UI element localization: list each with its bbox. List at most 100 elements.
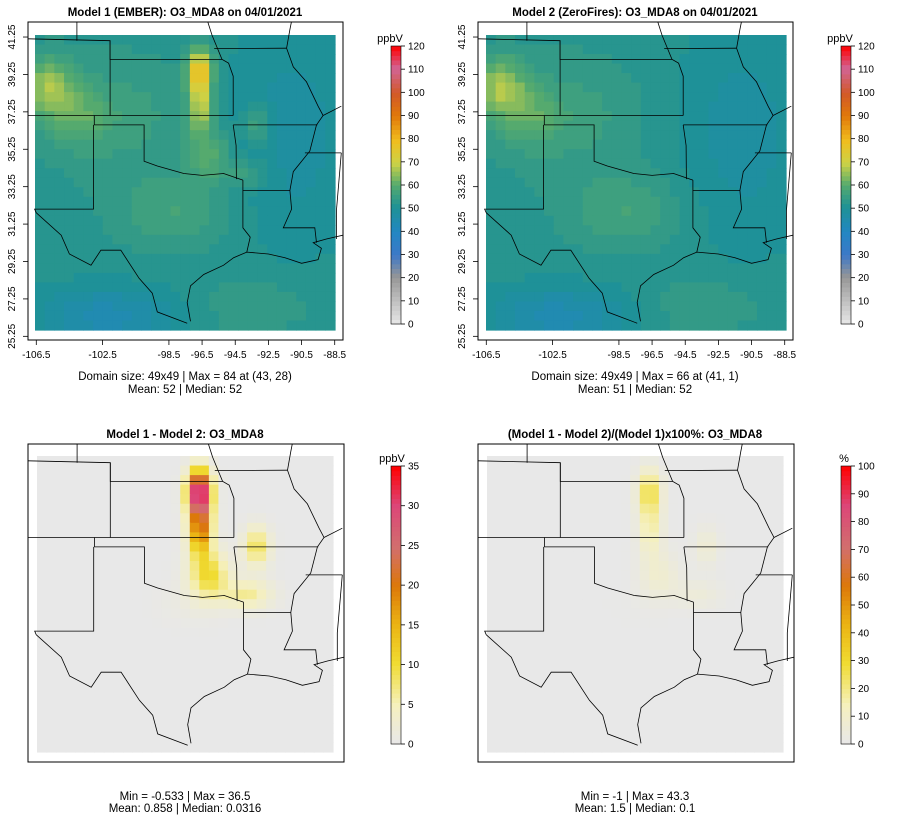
heatmap-cell [669,215,681,226]
stats-line-2: Mean: 1.5 | Median: 0.1 [575,803,696,815]
heatmap-cell [525,465,536,476]
heatmap-cell [611,608,622,619]
heatmap-cell [141,206,152,217]
heatmap-cell [161,570,172,581]
heatmap-cell [592,92,603,103]
heatmap-cell [132,608,143,619]
heatmap-cell [640,187,652,198]
heatmap-cell [515,637,526,648]
heatmap-cell [534,742,545,753]
heatmap-cell [199,92,210,103]
heatmap-cell [763,494,775,505]
colorbar-swatch [841,106,851,112]
heatmap-cell [534,301,545,312]
heatmap-cell [189,646,200,658]
heatmap-cell [669,244,681,255]
heatmap-cell [620,570,631,581]
heatmap-cell [582,82,594,93]
heatmap-cell [142,618,153,629]
heatmap-cell [602,73,613,84]
heatmap-cell [737,158,748,169]
heatmap-cell [83,263,94,274]
colorbar-swatch [391,96,401,103]
heatmap-cell [650,139,661,150]
heatmap-cell [151,101,162,112]
heatmap-cell [170,263,181,274]
colorbar-swatch [841,632,851,639]
heatmap-cell [553,713,564,724]
heatmap-cell [756,291,768,303]
heatmap-cell [256,551,267,562]
heatmap-cell [735,685,746,696]
heatmap-cell [524,54,535,65]
heatmap-cell [266,694,277,705]
heatmap-cell [630,675,641,686]
heatmap-cell [112,158,123,169]
heatmap-cell [209,234,220,245]
heatmap-cell [677,456,689,467]
colorbar-swatch [391,530,401,537]
heatmap-cell [601,646,612,658]
heatmap-cell [737,272,748,284]
heatmap-cell [102,158,114,169]
heatmap-cell [773,608,784,619]
heatmap-cell [677,608,689,619]
heatmap-cell [325,130,336,141]
heatmap-cell [573,82,584,93]
heatmap-cell [209,44,220,55]
heatmap-cell [689,158,700,169]
heatmap-cell [525,675,536,686]
heatmap-cell [113,713,124,724]
heatmap-cell [160,263,172,274]
heatmap-cell [747,263,758,274]
heatmap-cell [708,272,719,284]
heatmap-cell [237,522,248,533]
heatmap-cell [237,570,248,581]
heatmap-cell [64,149,75,160]
heatmap-cell [486,215,497,226]
heatmap-cell [602,111,613,122]
heatmap-cell [668,646,679,658]
heatmap-cell [275,646,286,658]
heatmap-cell [563,130,574,141]
heatmap-cell [601,465,612,476]
state-border [242,180,251,253]
heatmap-cell [160,301,172,312]
heatmap-cell [54,149,65,160]
heatmap-cell [754,494,765,505]
heatmap-cell [132,522,143,533]
heatmap-cell [631,206,642,217]
heatmap-cell [756,44,768,55]
heatmap-cell [660,187,671,198]
heatmap-cell [544,732,555,744]
heatmap-cell [553,35,565,46]
heatmap-cell [141,177,152,188]
heatmap-cell [563,704,574,715]
heatmap-cell [582,310,594,322]
heatmap-cell [275,561,286,572]
heatmap-cell [544,570,555,581]
heatmap-cell [744,494,755,505]
heatmap-cell [525,475,536,486]
heatmap-cell [35,291,46,303]
heatmap-cell [487,494,498,505]
heatmap-cell [170,637,181,648]
heatmap-cell [698,206,710,217]
heatmap-cell [495,111,506,122]
heatmap-cell [276,225,288,236]
heatmap-cell [286,35,297,46]
colorbar-swatch [841,254,851,260]
heatmap-cell [553,177,565,188]
heatmap-cell [620,484,631,495]
heatmap-cell [305,92,317,103]
colorbar-swatch [841,101,851,107]
heatmap-cell [735,513,746,524]
heatmap-cell [218,63,230,74]
heatmap-cell [544,656,555,667]
heatmap-cell [669,92,681,103]
heatmap-cell [238,282,249,293]
heatmap-cell [189,253,201,264]
heatmap-cell [660,63,671,74]
heatmap-cell [505,244,516,255]
heatmap-cell [735,713,746,724]
